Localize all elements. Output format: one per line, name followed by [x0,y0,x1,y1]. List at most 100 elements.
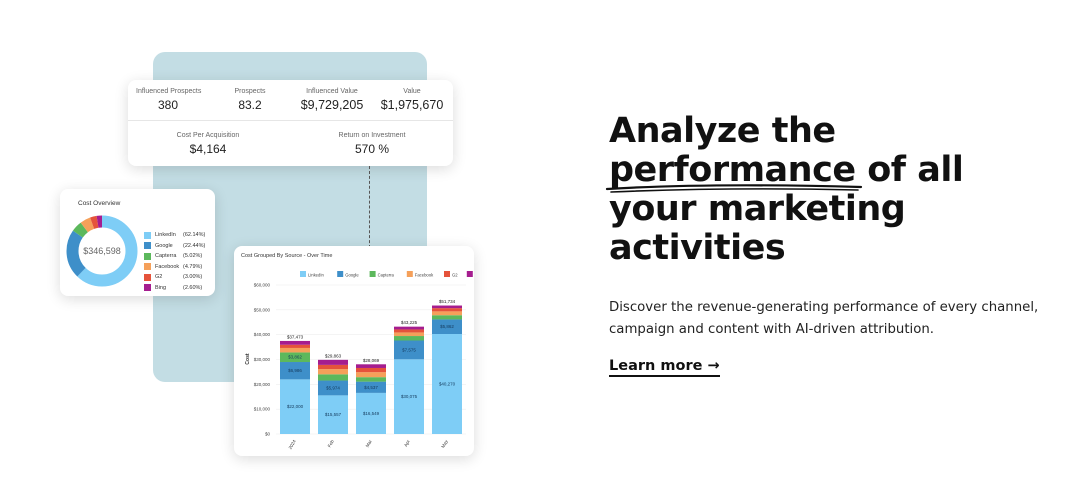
legend-swatch [144,242,151,250]
bar-segment-capterra [318,374,348,381]
metric-label: Prospects [234,88,266,95]
metric-roi: Return on Investment 570 % [332,132,412,156]
legend-item: Google (22.44%) [144,241,205,252]
legend-item: G2 (3.00%) [144,272,205,283]
donut-slice-google [66,215,138,287]
cost-overview-title: Cost Overview [78,200,121,207]
headline-line: your marketing [609,189,906,229]
metric-influenced-value: Influenced Value $9,729,205 [300,88,364,112]
bar-total-label: $28,069 [363,358,380,363]
legend-name: Capterra [155,253,177,260]
bar-segment-google [280,362,310,380]
legend-name: G2 [155,274,163,281]
metric-value-total: Value $1,975,670 [380,88,444,112]
bar-total-label: $51,734 [439,299,456,304]
segment-value-label: $7,575 [402,347,416,352]
y-tick-label: $50,000 [254,307,271,312]
bar-segment-bing [394,326,424,330]
bar-segment-google [432,319,462,334]
y-tick-label: $10,000 [254,407,271,412]
bar-total-label: $29,863 [325,353,342,358]
legend-name: Facebook [155,263,180,270]
bar-segment-google [318,380,348,396]
chart-legend-swatch [466,271,473,277]
bar-segment-g2 [394,329,424,333]
chart-title: Cost Grouped By Source - Over Time [241,253,333,259]
legend-swatch [144,263,151,271]
segment-value-label: $5,862 [440,324,454,329]
bar-segment-facebook [432,311,462,316]
legend-item: LinkedIn (62.14%) [144,230,205,241]
metrics-card: Influenced Prospects 380 Prospects 83.2 … [128,80,453,166]
x-tick-label: Apr [403,439,411,448]
bar-segment-facebook [280,347,310,353]
segment-value-label: $22,000 [287,404,304,409]
bar-segment-capterra [280,352,310,363]
bar-segment-bing [318,359,348,365]
hero-headline: Analyze the performance of all your mark… [609,112,1029,268]
legend-pct: (2.60%) [183,284,203,291]
x-tick-label: 2024 [288,439,298,451]
metric-value: 380 [157,98,179,112]
x-tick-label: Mar [365,439,373,449]
metric-value: $9,729,205 [300,98,364,112]
bar-segment-facebook [318,369,348,375]
metrics-divider [128,120,453,121]
stacked-bar-chart: LinkedInGoogleCapterraFacebookG2Bing$0$1… [245,271,473,451]
chart-legend-swatch [337,271,344,277]
hero-description: Discover the revenue-generating performa… [609,300,1039,337]
y-tick-label: $0 [265,432,271,437]
chart-legend-swatch [444,271,450,277]
legend-pct: (5.02%) [183,253,203,260]
legend-swatch [144,252,151,260]
segment-value-label: $16,549 [363,411,380,416]
legend-item: Capterra (5.02%) [144,251,205,262]
chart-legend-label: Google [345,273,359,278]
y-tick-label: $40,000 [254,332,271,337]
x-tick-label: May [440,438,449,449]
underline-scribble [605,184,863,193]
legend-name: Google [155,242,173,249]
bar-segment-capterra [432,315,462,320]
bar-segment-google [356,381,386,393]
donut-total: $346,598 [83,246,121,256]
bar-segment-google [394,340,424,360]
bar-segment-g2 [356,367,386,373]
chart-legend-swatch [406,271,413,277]
legend-item: Bing (2.60%) [144,283,205,294]
y-tick-label: $60,000 [254,283,271,288]
metric-label: Influenced Value [306,88,358,95]
bar-total-label: $43,225 [401,320,418,325]
bar-segment-linkedin [356,392,386,434]
connector-dashed-line [369,166,370,248]
donut-legend: LinkedIn (62.14%) Google (22.44%) Capterra (5… [144,230,205,293]
legend-swatch [144,284,151,292]
segment-value-label: $5,974 [326,385,340,390]
metric-value: $4,164 [189,142,227,156]
donut-chart: $346,598 [66,215,138,287]
legend-item: Facebook (4.79%) [144,262,205,273]
bar-total-label: $37,473 [287,334,304,339]
metric-prospects: Prospects 83.2 [220,88,280,112]
bar-segment-linkedin [394,359,424,434]
chart-legend-label: Facebook [415,273,434,278]
metric-value: 570 % [354,142,390,156]
cost-overview-card: Cost Overview $346,598 LinkedIn (62.14%) G… [60,189,215,296]
learn-more-link[interactable]: Learn more → [609,358,720,377]
legend-pct: (3.00%) [183,274,203,281]
legend-pct: (4.79%) [183,263,203,270]
cost-over-time-card: Cost Grouped By Source - Over Time Linke… [234,246,474,456]
legend-pct: (22.44%) [183,242,206,249]
metric-cost-per-acquisition: Cost Per Acquisition $4,164 [168,132,248,156]
headline-line: performance of all [609,150,964,190]
chart-legend-swatch [369,271,376,277]
legend-name: LinkedIn [155,232,176,239]
bar-segment-g2 [432,308,462,312]
segment-value-label: $6,986 [288,368,302,373]
metric-label: Value [403,88,421,95]
metric-label: Cost Per Acquisition [176,132,240,139]
bar-segment-bing [356,364,386,368]
segment-value-label: $30,075 [401,394,418,399]
segment-value-label: $40,270 [439,381,456,386]
bar-segment-bing [280,340,310,345]
